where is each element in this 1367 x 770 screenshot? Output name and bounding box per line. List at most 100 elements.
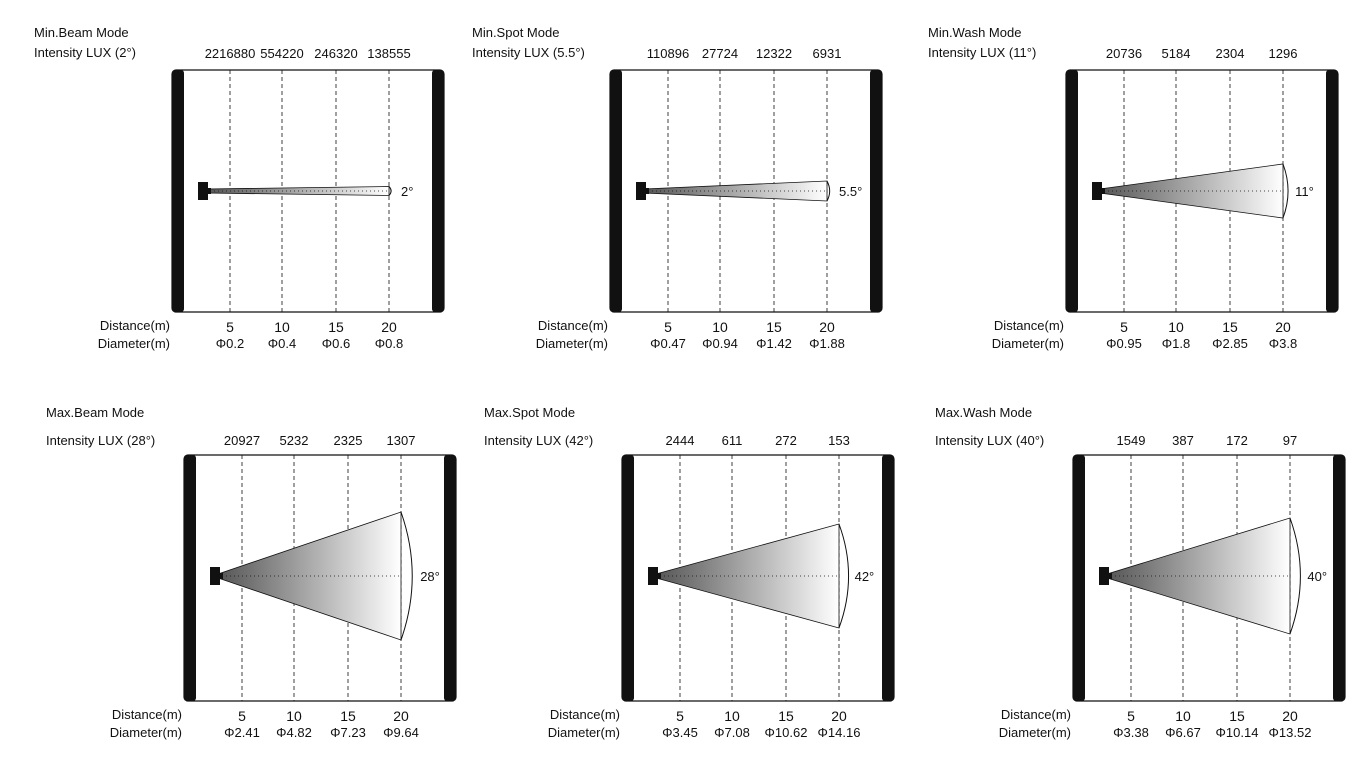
distance-value: 5 xyxy=(664,319,672,335)
diameter-value: Φ0.6 xyxy=(322,336,350,351)
distance-value: 20 xyxy=(831,708,847,724)
lux-value: 2325 xyxy=(334,433,363,448)
right-wall xyxy=(1333,455,1345,701)
distance-value: 10 xyxy=(724,708,740,724)
fixture-icon xyxy=(648,567,658,585)
diameter-value: Φ1.8 xyxy=(1162,336,1190,351)
lux-value: 153 xyxy=(828,433,850,448)
lux-value: 138555 xyxy=(367,46,410,61)
distance-label: Distance(m) xyxy=(550,707,620,722)
diameter-value: Φ1.42 xyxy=(756,336,792,351)
diameter-value: Φ13.52 xyxy=(1269,725,1312,740)
diameter-value: Φ6.67 xyxy=(1165,725,1201,740)
beam-diagram-svg: Min.Wash Mode Intensity LUX (11°) 20736 518… xyxy=(928,25,1339,351)
diameter-value: Φ3.8 xyxy=(1269,336,1297,351)
mode-panel-5: Max.Spot Mode Intensity LUX (42°) 2444 611 2… xyxy=(480,400,920,770)
mode-panel-2: Min.Spot Mode Intensity LUX (5.5°) 110896 2… xyxy=(468,20,908,390)
distance-value: 10 xyxy=(1175,708,1191,724)
distance-value: 15 xyxy=(766,319,782,335)
beam-cone xyxy=(205,186,390,196)
diameter-label: Diameter(m) xyxy=(536,336,608,351)
mode-panel-4: Max.Beam Mode Intensity LUX (28°) 20927 523… xyxy=(42,400,482,770)
distance-label: Distance(m) xyxy=(994,318,1064,333)
intensity-label: Intensity LUX (11°) xyxy=(928,45,1036,60)
diameter-value: Φ0.94 xyxy=(702,336,738,351)
diameter-value: Φ2.41 xyxy=(224,725,260,740)
lux-value: 2216880 xyxy=(205,46,256,61)
distance-value: 20 xyxy=(381,319,397,335)
lux-value: 2304 xyxy=(1216,46,1245,61)
lux-value: 554220 xyxy=(260,46,303,61)
lux-value: 97 xyxy=(1283,433,1297,448)
lux-value: 1549 xyxy=(1117,433,1146,448)
right-wall xyxy=(432,70,444,312)
lux-value: 27724 xyxy=(702,46,738,61)
lux-value: 2444 xyxy=(666,433,695,448)
beam-cone xyxy=(217,511,402,641)
beam-cone xyxy=(1099,163,1284,219)
right-wall xyxy=(882,455,894,701)
diameter-value: Φ0.47 xyxy=(650,336,686,351)
left-wall xyxy=(1073,455,1085,701)
mode-title: Min.Wash Mode xyxy=(928,25,1021,40)
distance-value: 5 xyxy=(238,708,246,724)
lux-value: 272 xyxy=(775,433,797,448)
left-wall xyxy=(622,455,634,701)
lux-value: 5184 xyxy=(1162,46,1191,61)
lux-value: 1296 xyxy=(1269,46,1298,61)
distance-value: 15 xyxy=(778,708,794,724)
right-wall xyxy=(1326,70,1338,312)
distance-value: 5 xyxy=(1127,708,1135,724)
beam-diagram-svg: Max.Spot Mode Intensity LUX (42°) 2444 611 2… xyxy=(484,405,895,740)
lux-value: 20736 xyxy=(1106,46,1142,61)
distance-value: 5 xyxy=(676,708,684,724)
mode-panel-3: Min.Wash Mode Intensity LUX (11°) 20736 518… xyxy=(924,20,1364,390)
diameter-value: Φ10.62 xyxy=(765,725,808,740)
lux-value: 6931 xyxy=(813,46,842,61)
mode-panel-6: Max.Wash Mode Intensity LUX (40°) 1549 387 1… xyxy=(931,400,1367,770)
angle-label: 5.5° xyxy=(839,184,862,199)
angle-arc xyxy=(1289,517,1301,635)
right-wall xyxy=(870,70,882,312)
intensity-label: Intensity LUX (2°) xyxy=(34,45,136,60)
diameter-value: Φ7.08 xyxy=(714,725,750,740)
distance-value: 20 xyxy=(819,319,835,335)
lux-value: 5232 xyxy=(280,433,309,448)
diameter-value: Φ0.8 xyxy=(375,336,403,351)
beam-cone xyxy=(655,523,840,629)
diameter-value: Φ1.88 xyxy=(809,336,845,351)
diameter-label: Diameter(m) xyxy=(992,336,1064,351)
distance-value: 15 xyxy=(1222,319,1238,335)
diameter-value: Φ3.45 xyxy=(662,725,698,740)
intensity-label: Intensity LUX (42°) xyxy=(484,433,593,448)
distance-value: 15 xyxy=(340,708,356,724)
mode-title: Min.Beam Mode xyxy=(34,25,129,40)
fixture-icon xyxy=(636,182,646,200)
distance-label: Distance(m) xyxy=(100,318,170,333)
beam-diagram-svg: Min.Spot Mode Intensity LUX (5.5°) 110896 2… xyxy=(472,25,883,351)
diameter-label: Diameter(m) xyxy=(999,725,1071,740)
lux-value: 20927 xyxy=(224,433,260,448)
lux-value: 172 xyxy=(1226,433,1248,448)
distance-label: Distance(m) xyxy=(538,318,608,333)
diameter-value: Φ0.2 xyxy=(216,336,244,351)
intensity-label: Intensity LUX (40°) xyxy=(935,433,1044,448)
left-wall xyxy=(610,70,622,312)
distance-value: 10 xyxy=(286,708,302,724)
mode-title: Min.Spot Mode xyxy=(472,25,559,40)
distance-value: 20 xyxy=(393,708,409,724)
diameter-value: Φ0.4 xyxy=(268,336,296,351)
distance-value: 10 xyxy=(1168,319,1184,335)
lux-value: 12322 xyxy=(756,46,792,61)
distance-value: 5 xyxy=(1120,319,1128,335)
right-wall xyxy=(444,455,456,701)
distance-value: 10 xyxy=(712,319,728,335)
distance-label: Distance(m) xyxy=(1001,707,1071,722)
intensity-label: Intensity LUX (5.5°) xyxy=(472,45,585,60)
fixture-icon xyxy=(1092,182,1102,200)
distance-value: 10 xyxy=(274,319,290,335)
diameter-value: Φ0.95 xyxy=(1106,336,1142,351)
angle-label: 2° xyxy=(401,184,413,199)
distance-value: 5 xyxy=(226,319,234,335)
angle-arc xyxy=(388,186,392,196)
